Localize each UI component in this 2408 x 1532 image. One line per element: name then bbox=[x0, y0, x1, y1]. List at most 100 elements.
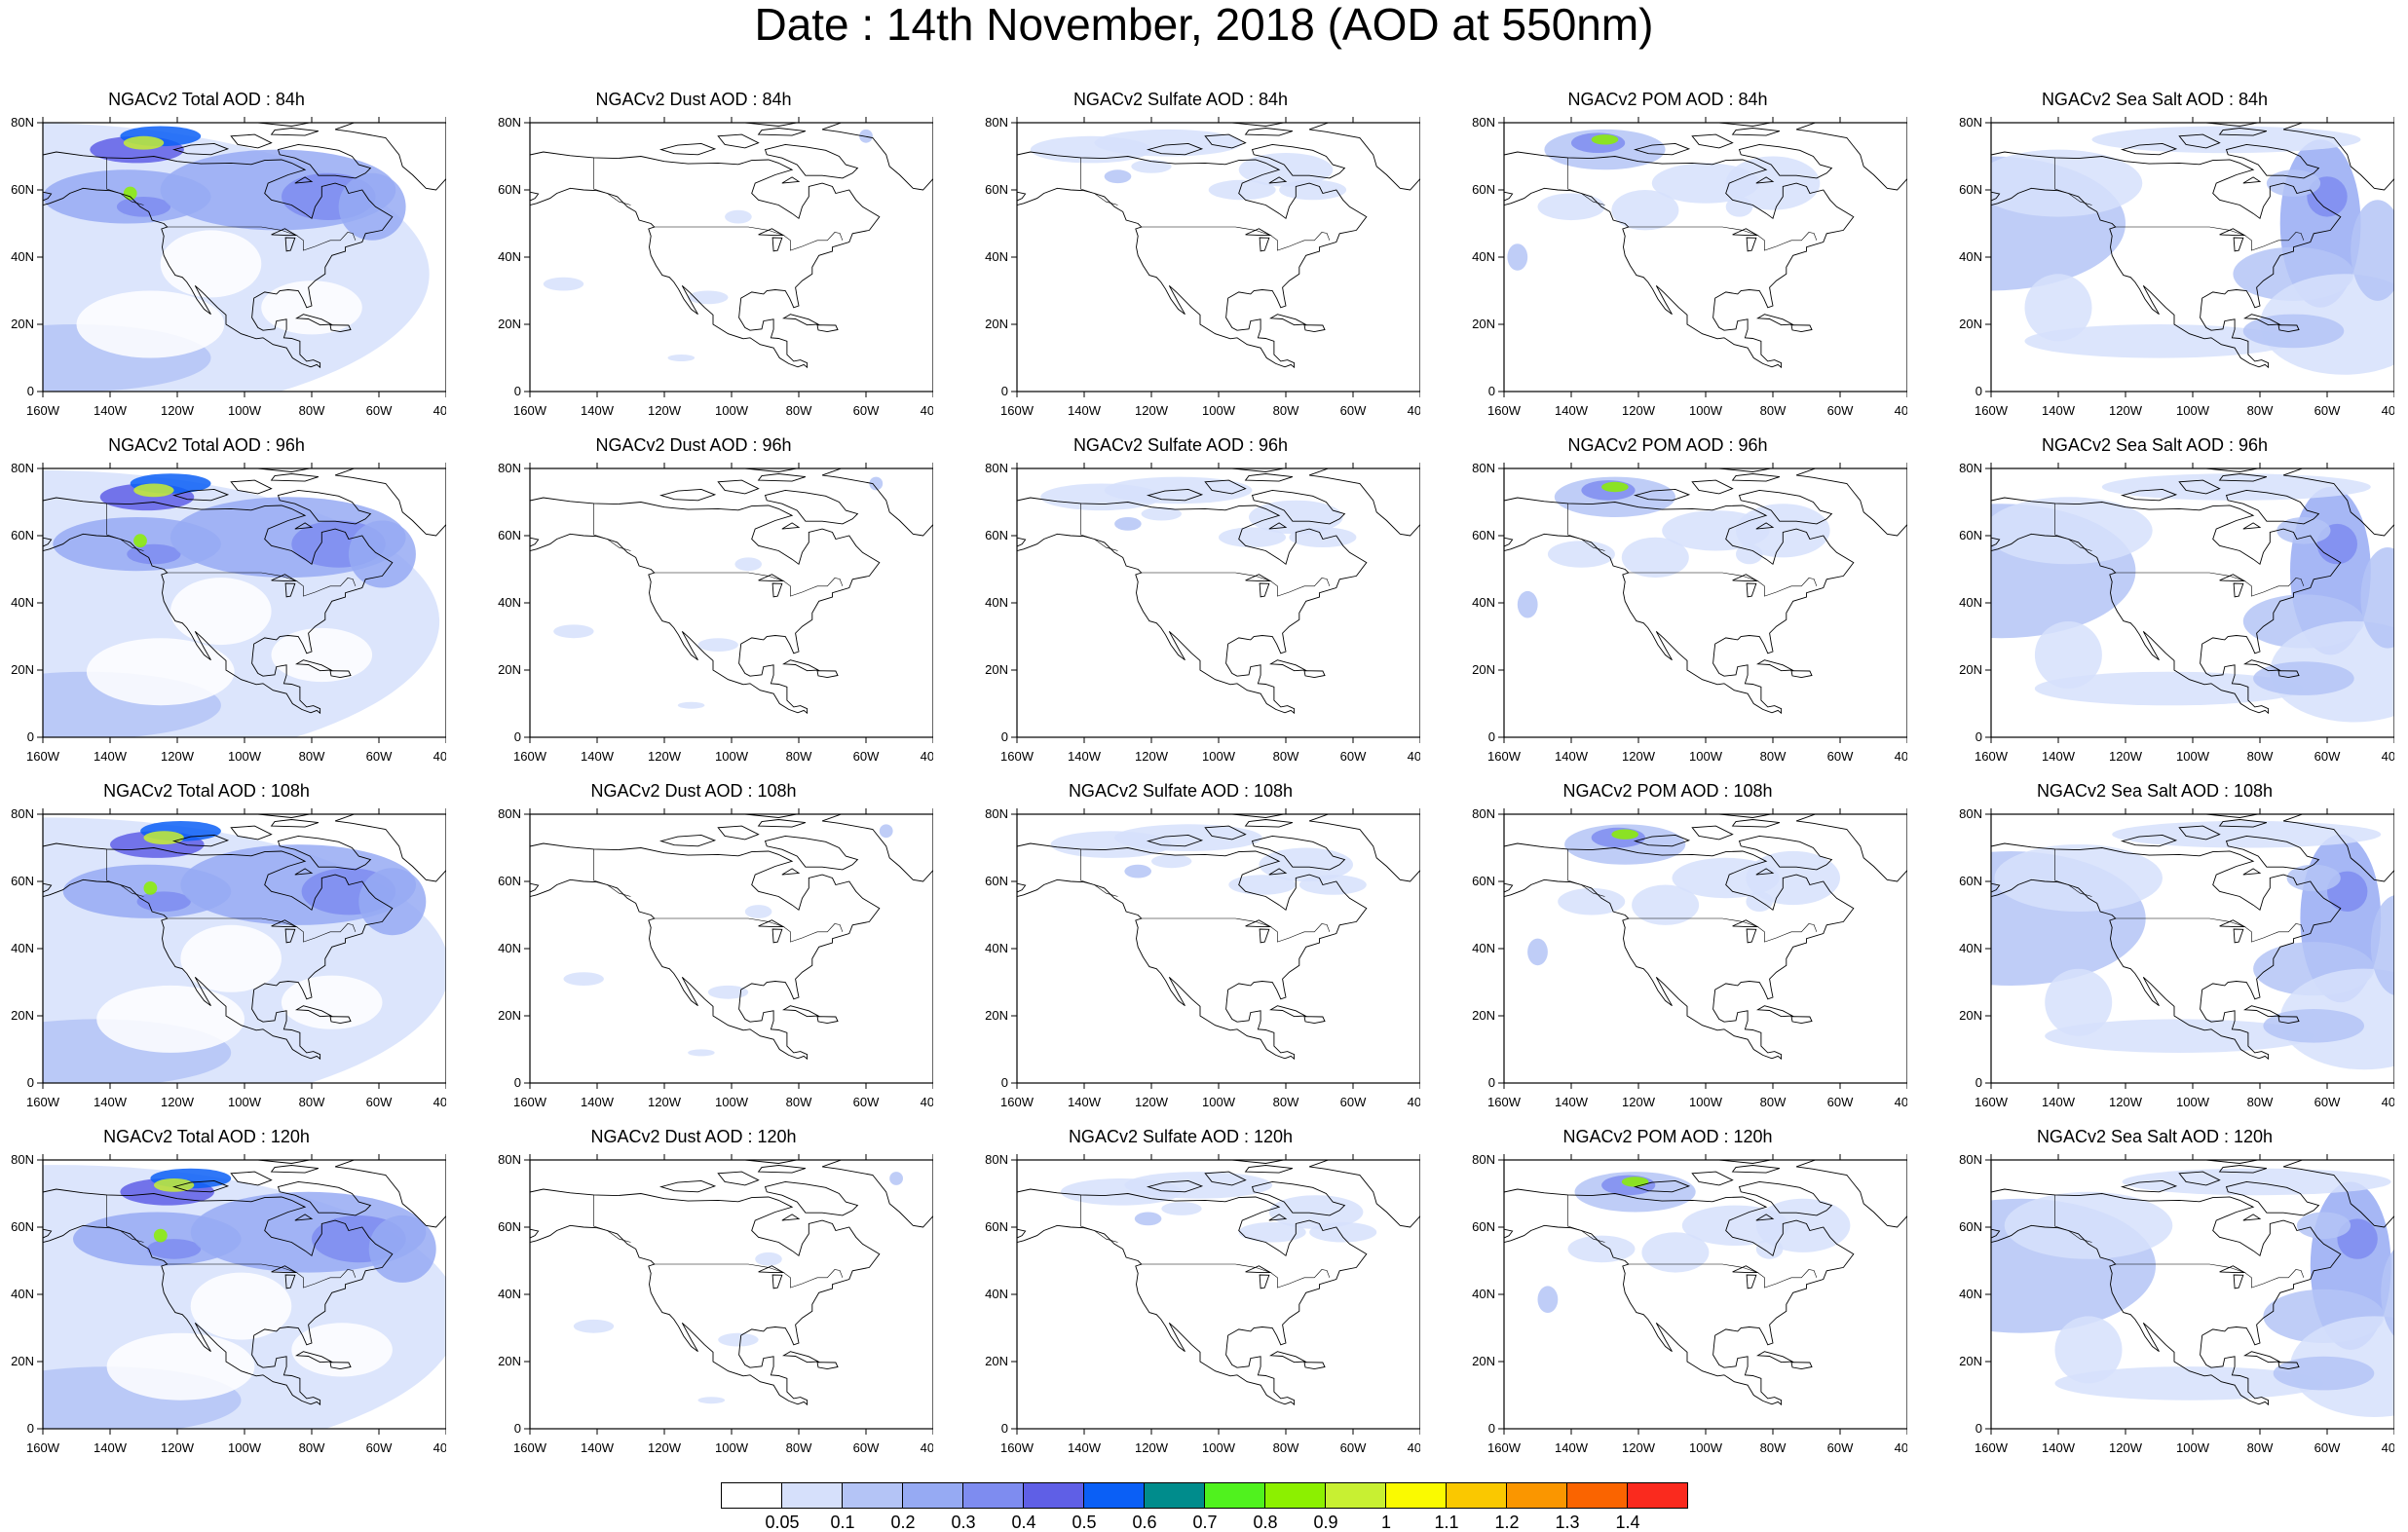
lon-tick-label: 140W bbox=[581, 1440, 615, 1455]
lon-tick-label: 120W bbox=[1135, 1095, 1169, 1109]
aod-plume bbox=[2296, 1212, 2352, 1240]
lat-tick-label: 0 bbox=[514, 729, 521, 744]
aod-plume bbox=[889, 1172, 903, 1185]
legend-label: 0.4 bbox=[1011, 1513, 1036, 1532]
legend-swatch bbox=[1145, 1483, 1205, 1508]
lon-tick-label: 100W bbox=[2176, 403, 2210, 418]
lat-tick-label: 60N bbox=[11, 874, 34, 888]
lon-tick-label: 140W bbox=[1068, 1095, 1102, 1109]
coastlines bbox=[1991, 1160, 2394, 1406]
aod-plume bbox=[153, 1228, 168, 1243]
aod-plume bbox=[291, 1323, 393, 1377]
panel-title: NGACv2 Sulfate AOD : 96h bbox=[1072, 435, 1289, 455]
aod-plume bbox=[2276, 517, 2331, 544]
country-border bbox=[167, 1263, 357, 1289]
lon-tick-label: 40W bbox=[2382, 403, 2394, 418]
legend-label: 1.1 bbox=[1434, 1513, 1459, 1532]
aod-plume bbox=[563, 972, 604, 986]
lon-tick-label: 160W bbox=[1000, 1095, 1035, 1109]
aod-plume bbox=[1567, 1235, 1636, 1263]
lat-tick-label: 80N bbox=[498, 1152, 521, 1167]
aod-plume bbox=[1994, 844, 2163, 912]
aod-map: 80N 60N 40N 20N 0 160W 140W 120W 100W 80W 60W 40W bbox=[498, 1152, 933, 1455]
country-border bbox=[1628, 1263, 1818, 1289]
lat-tick-label: 40N bbox=[1959, 1287, 1982, 1301]
lat-tick-label: 0 bbox=[1975, 384, 1982, 398]
coastlines bbox=[530, 814, 933, 1061]
lon-tick-label: 40W bbox=[1408, 1095, 1420, 1109]
aod-map: 80N 60N 40N 20N 0 160W 140W 120W 100W 80W 60W 40W bbox=[985, 461, 1420, 764]
lon-tick-label: 140W bbox=[94, 1095, 128, 1109]
lon-tick-label: 160W bbox=[1487, 1095, 1522, 1109]
aod-plume bbox=[744, 905, 772, 918]
legend-label: 0.9 bbox=[1313, 1513, 1338, 1532]
lon-tick-label: 100W bbox=[228, 1095, 262, 1109]
aod-plume bbox=[1991, 149, 2143, 217]
aod-plume bbox=[1611, 190, 1679, 231]
panel-title: NGACv2 POM AOD : 84h bbox=[1567, 90, 1768, 109]
lon-tick-label: 40W bbox=[433, 1440, 446, 1455]
aod-field bbox=[1991, 473, 2394, 723]
lat-tick-label: 20N bbox=[498, 662, 521, 677]
lat-tick-label: 80N bbox=[1959, 115, 1982, 130]
aod-plume bbox=[677, 701, 705, 709]
aod-plume bbox=[180, 924, 282, 992]
aod-plume bbox=[1151, 854, 1192, 869]
country-border bbox=[2115, 226, 2305, 251]
lon-tick-label: 80W bbox=[1273, 749, 1299, 764]
lon-tick-label: 40W bbox=[1408, 749, 1420, 764]
lon-tick-label: 80W bbox=[2247, 403, 2274, 418]
lat-tick-label: 20N bbox=[498, 1008, 521, 1023]
aod-map: 80N 60N 40N 20N 0 160W 140W 120W 100W 80W 60W 40W bbox=[498, 461, 933, 764]
lon-tick-label: 60W bbox=[1827, 749, 1854, 764]
aod-map: 80N 60N 40N 20N 0 160W 140W 120W 100W 80W 60W 40W bbox=[1472, 1152, 1907, 1455]
lat-tick-label: 80N bbox=[498, 806, 521, 821]
country-border bbox=[654, 572, 844, 597]
aod-plume bbox=[707, 985, 749, 999]
panel-title: NGACv2 Sulfate AOD : 84h bbox=[1072, 90, 1289, 109]
aod-plume bbox=[2370, 895, 2394, 995]
lon-tick-label: 60W bbox=[1827, 1095, 1854, 1109]
lat-tick-label: 20N bbox=[11, 662, 34, 677]
lon-tick-label: 80W bbox=[786, 1095, 812, 1109]
lat-tick-label: 80N bbox=[498, 115, 521, 130]
lon-tick-label: 140W bbox=[2042, 403, 2076, 418]
lon-tick-label: 80W bbox=[299, 1440, 325, 1455]
lat-tick-label: 0 bbox=[27, 1075, 34, 1090]
lon-tick-label: 80W bbox=[786, 749, 812, 764]
lat-tick-label: 80N bbox=[11, 806, 34, 821]
lon-tick-label: 160W bbox=[513, 403, 547, 418]
lon-tick-label: 120W bbox=[1135, 749, 1169, 764]
legend-swatch bbox=[963, 1483, 1024, 1508]
lat-tick-label: 20N bbox=[498, 1354, 521, 1368]
lon-tick-label: 120W bbox=[2109, 403, 2143, 418]
lat-tick-label: 0 bbox=[1975, 729, 1982, 744]
aod-plume bbox=[543, 277, 584, 291]
lon-tick-label: 160W bbox=[513, 749, 547, 764]
lat-tick-label: 80N bbox=[985, 461, 1008, 475]
aod-field bbox=[43, 123, 430, 392]
lon-tick-label: 40W bbox=[1895, 403, 1907, 418]
aod-plume bbox=[170, 578, 272, 646]
coastlines bbox=[1504, 468, 1907, 715]
aod-plume bbox=[1755, 1239, 1784, 1259]
lon-tick-label: 120W bbox=[1135, 1440, 1169, 1455]
lon-tick-label: 40W bbox=[921, 749, 933, 764]
aod-map: 80N 60N 40N 20N 0 160W 140W 120W 100W 80W 60W 40W bbox=[498, 806, 933, 1109]
country-border bbox=[1628, 226, 1818, 251]
aod-field bbox=[1517, 476, 1830, 618]
legend-swatch bbox=[1265, 1483, 1326, 1508]
legend-swatch bbox=[1628, 1483, 1687, 1508]
legend-label: 0.8 bbox=[1253, 1513, 1278, 1532]
country-border bbox=[1141, 226, 1331, 251]
aod-plume bbox=[1114, 824, 1262, 851]
lon-tick-label: 100W bbox=[1202, 1440, 1236, 1455]
map-panel-total-120h: NGACv2 Total AOD : 120h 80N 60N 40N 20N 0 160W… bbox=[2, 1127, 446, 1472]
aod-plume bbox=[1114, 517, 1142, 531]
lon-tick-label: 120W bbox=[648, 1440, 682, 1455]
lat-tick-label: 0 bbox=[1975, 1421, 1982, 1436]
lat-tick-label: 20N bbox=[11, 1008, 34, 1023]
aod-plume bbox=[697, 638, 738, 652]
aod-plume bbox=[1228, 875, 1297, 895]
map-panel-seasalt-84h: NGACv2 Sea Salt AOD : 84h 80N 60N 40N 20N 0 16… bbox=[1950, 90, 2394, 434]
